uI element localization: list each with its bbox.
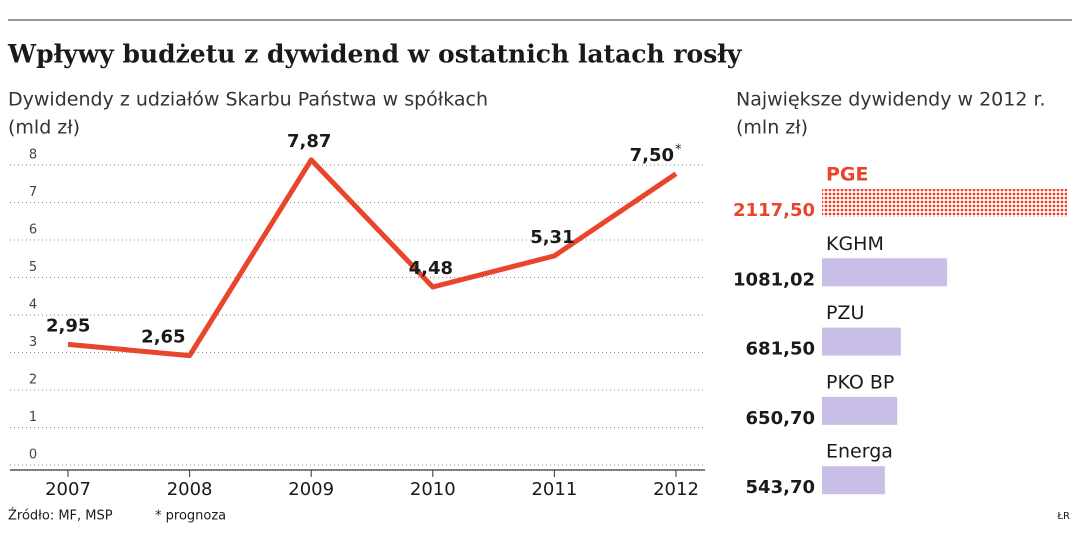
y-tick-label: 0 [29, 448, 37, 463]
y-tick-label: 7 [29, 185, 37, 200]
bar-value-label: 681,50 [746, 339, 815, 360]
y-tick-label: 5 [29, 260, 37, 275]
bar-category: PZU [826, 302, 864, 324]
bar-category: KGHM [826, 233, 884, 255]
bar [822, 396, 898, 425]
bar-value-label: 2117,50 [733, 200, 815, 221]
bar-value-label: 1081,02 [733, 269, 815, 290]
bar-category: Energa [826, 441, 893, 463]
data-label: 2,65 [141, 327, 185, 348]
data-label: 2,95 [46, 315, 90, 336]
x-tick-label: 2009 [288, 479, 334, 500]
y-tick-label: 6 [29, 223, 37, 238]
x-tick-label: 2010 [410, 479, 456, 500]
footnote: * prognoza [155, 509, 226, 524]
subtitle: Dywidendy z udziałów Skarbu Państwa w sp… [8, 89, 488, 111]
bar-value-label: 543,70 [746, 477, 815, 498]
y-tick-label: 3 [29, 335, 37, 350]
bar-category: PKO BP [826, 371, 894, 393]
bar [822, 189, 1067, 217]
x-tick-label: 2011 [531, 479, 577, 500]
x-tick-label: 2007 [45, 479, 91, 500]
y-tick-label: 1 [29, 410, 37, 425]
data-label: 4,48 [409, 258, 453, 279]
subtitle: (mln zł) [736, 117, 808, 139]
subtitle: Największe dywidendy w 2012 r. [736, 89, 1046, 111]
bar [822, 327, 901, 356]
bar [822, 258, 948, 287]
x-tick-label: 2008 [167, 479, 213, 500]
y-tick-label: 8 [29, 148, 37, 163]
y-tick-label: 4 [29, 298, 37, 313]
credit: ŁR [1056, 511, 1070, 522]
bar-category: PGE [826, 164, 869, 186]
bar [822, 466, 885, 495]
title: Wpływy budżetu z dywidend w ostatnich la… [7, 40, 743, 69]
data-label: 5,31 [530, 227, 574, 248]
data-label: 7,87 [287, 131, 331, 152]
source: Źródło: MF, MSP [8, 508, 113, 524]
subtitle: (mld zł) [8, 117, 80, 139]
data-label: 7,50 [630, 145, 674, 166]
forecast-marker: * [675, 142, 682, 157]
y-tick-label: 2 [29, 373, 37, 388]
bar-value-label: 650,70 [746, 408, 815, 429]
x-tick-label: 2012 [653, 479, 699, 500]
data-line [67, 157, 678, 359]
